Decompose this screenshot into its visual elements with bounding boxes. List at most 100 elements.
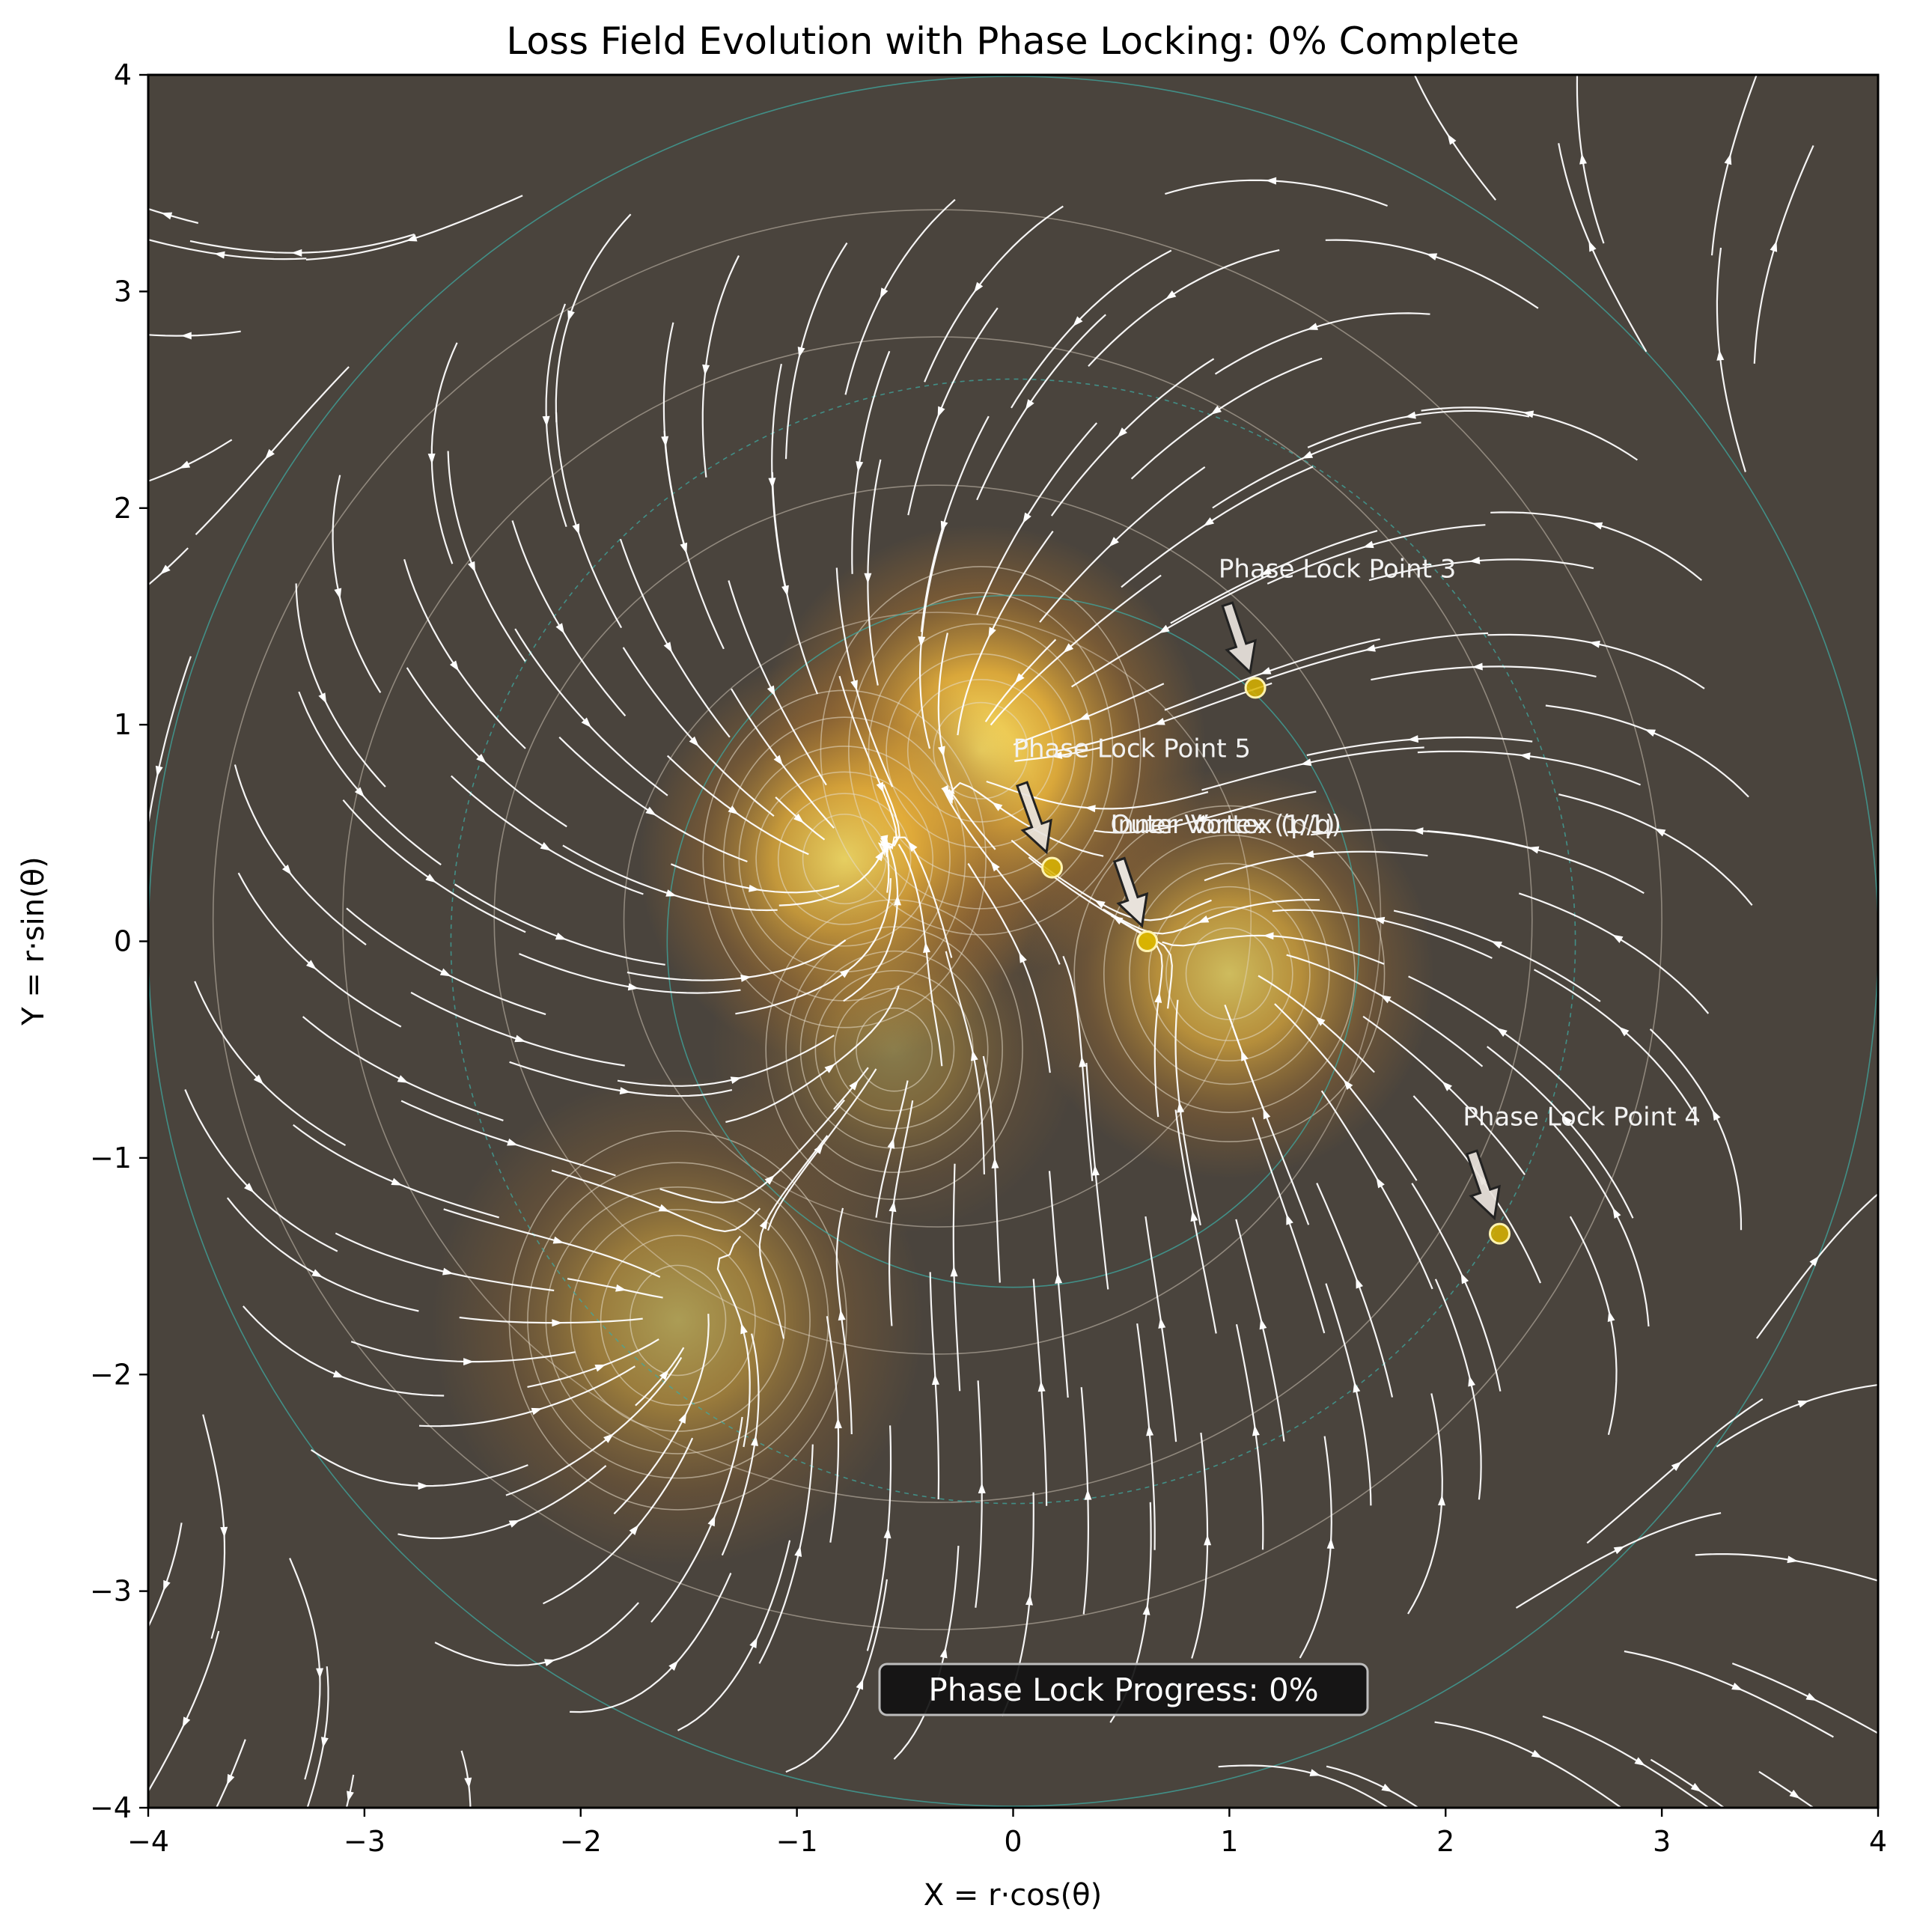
streamline xyxy=(929,1272,940,1500)
streamline xyxy=(1487,633,1705,689)
streamline-arrow xyxy=(318,692,327,704)
streamline-arrow xyxy=(391,1177,403,1186)
streamline-arrow xyxy=(1094,900,1106,909)
streamline xyxy=(844,198,956,395)
contour-line xyxy=(848,591,1114,909)
progress-box-bg xyxy=(878,1663,1369,1716)
streamline xyxy=(1758,1770,1815,1808)
streamline xyxy=(1286,954,1484,1067)
streamline-arrow xyxy=(1520,752,1531,761)
streamline xyxy=(1071,574,1270,688)
streamline-arrow xyxy=(740,1323,748,1335)
streamline xyxy=(509,1061,733,1097)
streamline xyxy=(627,939,847,981)
streamline xyxy=(454,883,665,966)
streamline-arrow xyxy=(940,520,948,532)
streamline xyxy=(1272,909,1493,960)
streamline xyxy=(721,1333,760,1556)
streamline-arrow xyxy=(663,642,673,653)
streamline-arrow xyxy=(1469,556,1481,564)
streamline xyxy=(295,583,386,787)
streamline xyxy=(758,1135,829,1339)
streamline-arrow xyxy=(418,1482,429,1490)
streamline-arrow xyxy=(1528,846,1540,854)
streamline-arrow xyxy=(555,623,565,634)
streamline-arrow xyxy=(1210,405,1222,415)
streamline xyxy=(1624,1650,1834,1738)
contour-line xyxy=(933,701,1029,799)
streamline xyxy=(784,242,848,460)
streamline-arrow xyxy=(540,842,552,851)
contour-line xyxy=(1103,834,1356,1113)
contour-line xyxy=(623,612,1252,1228)
streamline-arrow xyxy=(1204,1535,1212,1546)
streamline-arrow xyxy=(163,1579,171,1591)
x-tick-label: 3 xyxy=(1653,1825,1671,1858)
streamline xyxy=(555,412,623,629)
streamline-arrow xyxy=(1654,828,1666,837)
streamline-arrow xyxy=(794,1546,802,1557)
annotation-label: Phase Lock Point 3 xyxy=(1219,554,1457,584)
streamline-arrow xyxy=(629,1524,639,1535)
streamline xyxy=(1487,1046,1634,1219)
streamline-arrow xyxy=(227,1773,235,1785)
streamline-arrow xyxy=(594,1364,606,1372)
streamline-arrow xyxy=(751,1435,758,1446)
streamline-arrow xyxy=(1460,1273,1469,1285)
streamline-arrow xyxy=(182,1716,191,1728)
streamline xyxy=(543,1437,694,1605)
streamline xyxy=(511,520,627,717)
streamline xyxy=(234,764,367,945)
streamline xyxy=(1650,1758,1726,1808)
streamline xyxy=(1558,143,1648,353)
streamline xyxy=(1569,1216,1618,1435)
streamline xyxy=(1094,790,1317,834)
contour-line xyxy=(1165,906,1293,1042)
streamline-arrow xyxy=(1407,735,1418,743)
streamline xyxy=(194,981,347,1147)
streamline-arrow xyxy=(1051,751,1063,759)
streamline xyxy=(1515,1512,1722,1609)
annotation-arrow xyxy=(1112,856,1149,928)
streamline-arrow xyxy=(1084,1489,1092,1500)
streamline xyxy=(866,1425,892,1651)
streamline-arrow xyxy=(764,1174,775,1185)
streamline-arrow xyxy=(840,968,851,978)
streamline-arrow xyxy=(1190,1210,1198,1222)
streamline xyxy=(1408,975,1591,1111)
y-tick-label: −1 xyxy=(90,1142,132,1174)
contour-line xyxy=(820,566,1142,936)
streamline-arrow xyxy=(1496,1028,1508,1037)
streamline-arrow xyxy=(1302,451,1314,459)
streamline-arrow xyxy=(1019,951,1027,963)
streamline xyxy=(924,205,1064,383)
streamline-arrow xyxy=(305,960,317,970)
streamline xyxy=(918,524,946,749)
streamline xyxy=(1306,736,1533,757)
streamline xyxy=(400,1100,616,1177)
streamline-arrow xyxy=(974,281,984,293)
streamline xyxy=(1411,1183,1502,1392)
y-tick-label: −3 xyxy=(90,1575,132,1608)
streamline-arrow xyxy=(781,585,789,597)
streamline-arrow xyxy=(1302,850,1314,858)
streamline-arrow xyxy=(1731,1682,1743,1691)
progress-box: Phase Lock Progress: 0% xyxy=(878,1663,1369,1716)
y-tick-label: 1 xyxy=(114,708,132,741)
streamline-arrow xyxy=(875,850,884,862)
streamline xyxy=(430,342,458,564)
streamline-arrow xyxy=(1112,915,1124,925)
streamline-arrow xyxy=(889,1201,897,1213)
x-tick-label: −3 xyxy=(344,1825,385,1858)
streamline-arrow xyxy=(1588,240,1597,252)
streamline-arrow xyxy=(824,1064,835,1073)
streamline-arrow xyxy=(311,1269,323,1278)
streamline-arrow xyxy=(1177,1102,1185,1113)
streamline xyxy=(555,213,632,423)
annotations: Phase Lock Point 3 Phase Lock Point 5 Inne… xyxy=(1014,554,1701,1245)
streamline-arrow xyxy=(992,802,1003,811)
streamline-arrow xyxy=(220,1526,228,1538)
streamline xyxy=(833,1067,869,1110)
streamline-arrow xyxy=(887,1137,895,1149)
streamline xyxy=(332,475,382,693)
